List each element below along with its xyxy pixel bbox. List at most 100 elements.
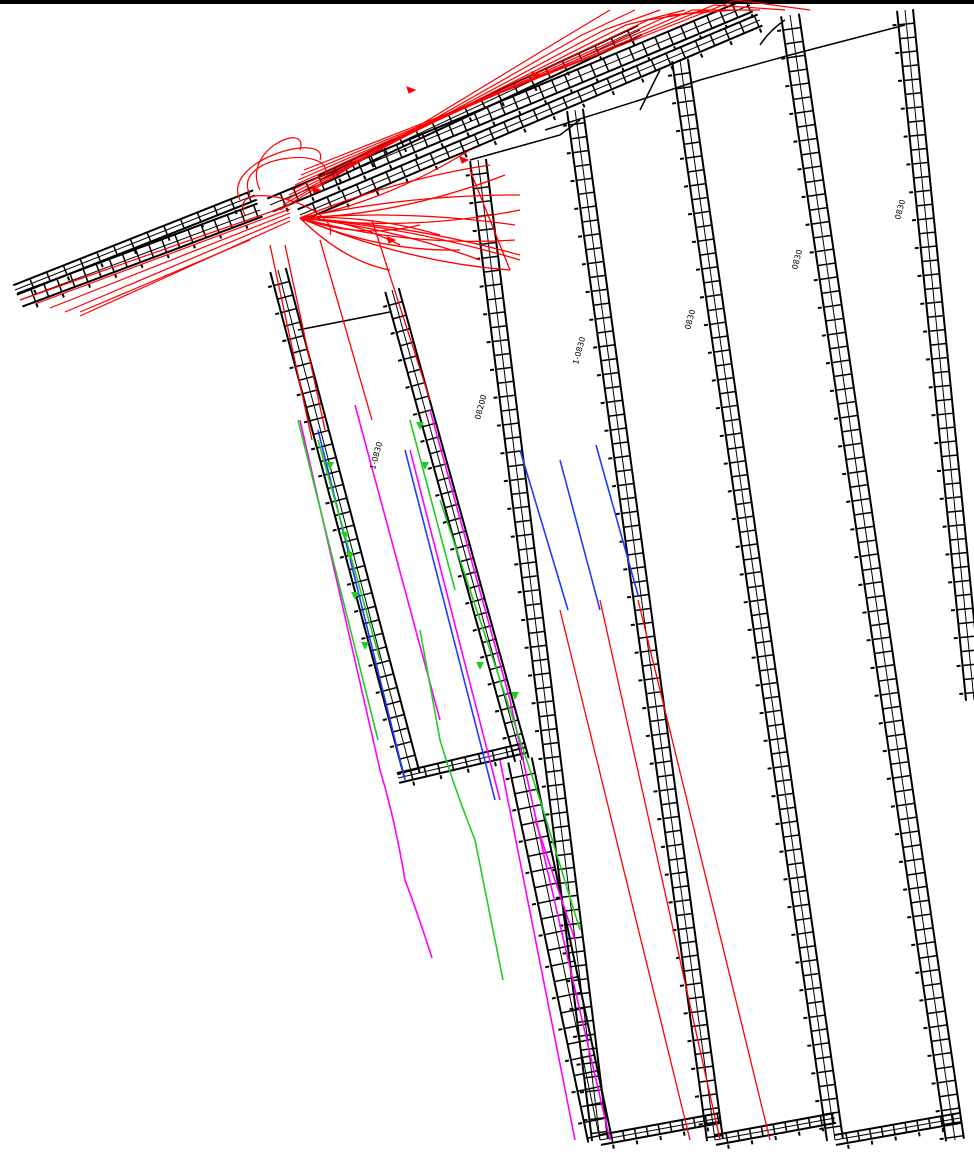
roadway-5-tick bbox=[707, 351, 713, 354]
airflow-panel bbox=[284, 244, 326, 431]
roadway-2-lower-tick bbox=[531, 902, 537, 906]
roadway-4-rung bbox=[681, 954, 699, 959]
main-ne-1-rung bbox=[408, 139, 416, 153]
roadway-6-edge-a bbox=[780, 16, 948, 1142]
roadway-7-rung bbox=[948, 523, 965, 527]
roadway-1-rung bbox=[381, 686, 398, 693]
roadway-4-tick bbox=[698, 1123, 703, 1126]
roadway-1-tick bbox=[289, 366, 294, 370]
roadway-4-rung bbox=[653, 746, 670, 750]
roadway-4-tick bbox=[694, 1095, 700, 1098]
crosscut-a-rung bbox=[505, 747, 509, 758]
roadway-3-rung bbox=[490, 324, 507, 329]
main-west-1 bbox=[17, 202, 263, 308]
roadway-2-lower-tick bbox=[525, 871, 530, 875]
crosscut-b-tick bbox=[659, 1135, 662, 1141]
roadway-4-tick bbox=[630, 623, 635, 627]
main-ne-2-rung bbox=[459, 140, 466, 153]
roadway-7-rung bbox=[945, 496, 962, 500]
roadway-label-road-3: 1-0830 bbox=[571, 336, 587, 366]
roadway-5-rung bbox=[817, 1069, 834, 1074]
roadway-4-centerline bbox=[574, 109, 716, 1141]
roadway-4-tick bbox=[562, 124, 568, 127]
main-ne-1-rung bbox=[395, 144, 403, 158]
roadway-7-rung bbox=[952, 565, 969, 569]
main-west-2-tick bbox=[200, 223, 205, 228]
roadway-4-rung bbox=[693, 1037, 710, 1042]
crosscut-d-tick bbox=[870, 1140, 874, 1145]
roadway-5-rung bbox=[797, 931, 814, 935]
roadway-6-tick bbox=[837, 445, 843, 448]
crosscut-a-tick bbox=[412, 781, 416, 786]
roadway-6-rung bbox=[805, 179, 824, 184]
roadway-7-rung bbox=[956, 607, 973, 611]
main-west-2-rung bbox=[213, 205, 219, 216]
crosscut-c-tick bbox=[750, 1140, 754, 1145]
roadway-4-rung bbox=[599, 344, 616, 348]
roadway-6-rung bbox=[900, 830, 919, 835]
roadway-4-rung bbox=[615, 468, 633, 473]
roadway-2-lower-tick bbox=[564, 1059, 570, 1063]
roadway-1-rung bbox=[291, 348, 308, 354]
main-ne-2-rung bbox=[753, 15, 760, 28]
roadway-3-rung bbox=[487, 297, 504, 301]
roadway-7-rung bbox=[951, 551, 968, 555]
roadway-3-rung bbox=[488, 311, 506, 315]
main-ne-1-rung bbox=[538, 85, 545, 99]
main-west-2-rung bbox=[179, 218, 185, 229]
crosscut-b-tick bbox=[706, 1127, 710, 1132]
roadway-6-rung bbox=[813, 234, 832, 239]
roadway-6-rung bbox=[945, 1134, 964, 1140]
airflow-arrow bbox=[406, 86, 417, 94]
roadway-4-rung bbox=[587, 260, 604, 265]
crosscut-b-rung bbox=[669, 1121, 673, 1133]
roadway-7-rung bbox=[963, 677, 974, 681]
route-green-arrow bbox=[361, 642, 369, 650]
roadway-1-tick bbox=[318, 474, 323, 478]
crosscut-d-rung bbox=[927, 1118, 932, 1129]
roadway-5-rung bbox=[677, 99, 694, 104]
roadway-4-rung bbox=[606, 399, 623, 404]
roadway-2-rung bbox=[388, 300, 403, 307]
roadway-2-rung bbox=[414, 395, 429, 401]
roadway-6-rung bbox=[866, 594, 885, 599]
main-ne-3-tick bbox=[403, 147, 408, 153]
roadway-6-rung bbox=[852, 497, 871, 502]
airflow-west bbox=[79, 220, 291, 317]
roadway-2-tick bbox=[435, 493, 440, 497]
roadway-4-tick bbox=[615, 512, 620, 516]
roadway-4-rung bbox=[700, 1093, 717, 1097]
roadway-6-rung bbox=[791, 82, 810, 87]
roadway-2-lower-rung bbox=[554, 975, 579, 983]
roadway-7-rung bbox=[959, 635, 974, 639]
roadway-6-rung bbox=[876, 663, 895, 669]
route-blue bbox=[404, 449, 496, 801]
roadway-5-tick bbox=[803, 1016, 808, 1020]
airflow-arrow bbox=[459, 156, 470, 164]
roadway-4-tick bbox=[657, 817, 662, 821]
roadway-2-rung bbox=[403, 354, 418, 361]
roadway-7-rung bbox=[937, 412, 954, 416]
roadway-5-rung bbox=[711, 335, 728, 340]
crosscut-b-rung bbox=[621, 1130, 626, 1141]
roadway-6-rung bbox=[890, 760, 909, 766]
roadway-5-rung bbox=[779, 806, 796, 811]
main-ne-3-tick bbox=[338, 178, 342, 183]
roadway-2-lower-tick bbox=[512, 808, 517, 812]
roadway-2-tick bbox=[397, 358, 403, 362]
roadway-6-rung bbox=[787, 54, 806, 59]
crosscut-a-rung bbox=[491, 750, 496, 761]
main-ne-1-tick bbox=[492, 121, 496, 126]
crosscut-c-rung bbox=[807, 1117, 812, 1128]
roadway-7-rung bbox=[941, 454, 958, 458]
roadway-5-rung bbox=[743, 557, 760, 561]
roadway-4-rung bbox=[589, 274, 606, 279]
roadway-4-rung bbox=[706, 1134, 723, 1139]
roadway-3-rung bbox=[523, 588, 540, 593]
roadway-1-rung bbox=[323, 470, 340, 476]
route-green bbox=[409, 419, 456, 591]
roadway-3-rung bbox=[494, 352, 511, 357]
labels-layer: 1-0830 08200 1-0830 0830 0830 0830 bbox=[368, 199, 907, 471]
roadway-7-rung bbox=[898, 22, 915, 26]
main-ne-2-tick bbox=[582, 103, 586, 108]
